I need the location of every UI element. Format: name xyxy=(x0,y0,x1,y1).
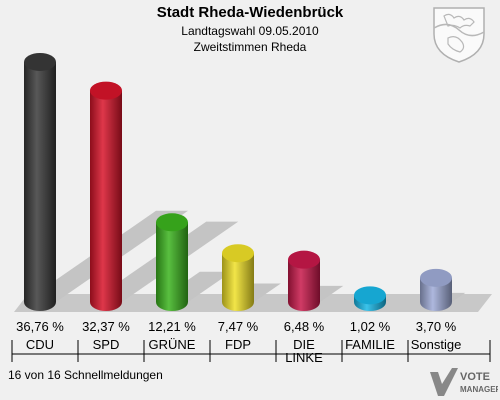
bar-die-linke xyxy=(288,250,320,311)
data-label: 12,21 % xyxy=(148,319,196,334)
chart-subtitle-2: Zweitstimmen Rheda xyxy=(193,40,307,54)
tick-label: GRÜNE xyxy=(149,337,196,352)
tick-label: SPD xyxy=(93,337,120,352)
tick-label: DIE LINKE xyxy=(285,337,323,365)
data-label: 36,76 % xyxy=(16,319,64,334)
bar-familie xyxy=(354,286,386,311)
coat-of-arms-icon xyxy=(433,7,485,63)
data-label: 1,02 % xyxy=(350,319,391,334)
data-label: 3,70 % xyxy=(416,319,457,334)
footer-status: 16 von 16 Schnellmeldungen xyxy=(8,368,163,382)
tick-label: Sonstige xyxy=(411,337,462,352)
bar-cdu xyxy=(24,52,56,311)
chart-title: Stadt Rheda-Wiedenbrück xyxy=(156,4,344,21)
bar-grüne xyxy=(156,213,188,311)
logo-line1: VOTE xyxy=(460,371,490,383)
vote-manager-logo: VOTE MANAGER xyxy=(430,368,498,396)
data-label: 7,47 % xyxy=(218,319,259,334)
chart-subtitle: Landtagswahl 09.05.2010 xyxy=(181,24,319,38)
data-label: 32,37 % xyxy=(82,319,130,334)
tick-label: CDU xyxy=(26,337,54,352)
bar-spd xyxy=(90,81,122,311)
tick-label: FAMILIE xyxy=(345,337,395,352)
bar-sonstige xyxy=(420,268,452,311)
bar-fdp xyxy=(222,244,254,311)
logo-line2: MANAGER xyxy=(460,385,498,394)
data-label: 6,48 % xyxy=(284,319,325,334)
tick-label: FDP xyxy=(225,337,251,352)
